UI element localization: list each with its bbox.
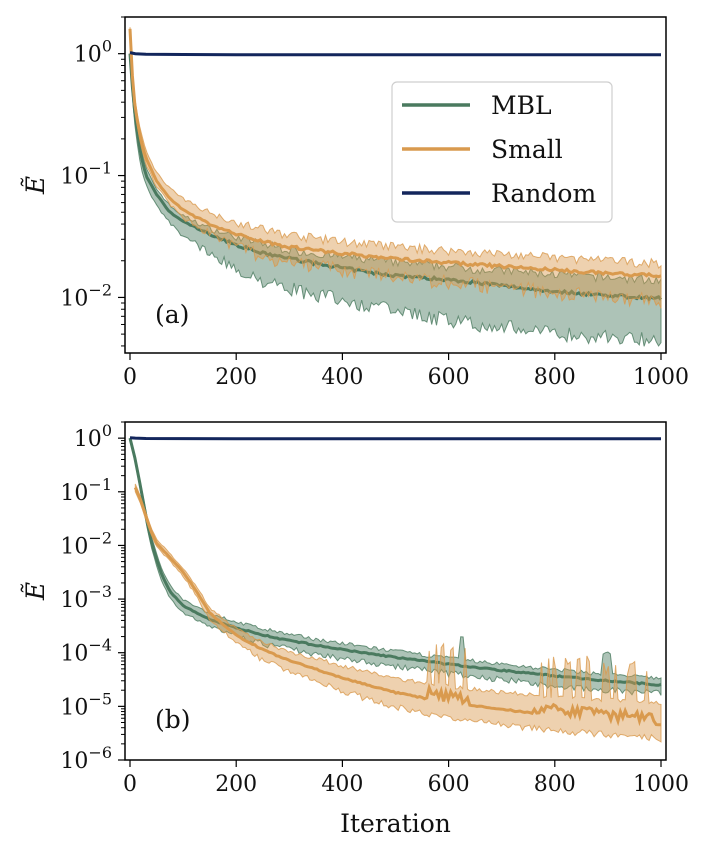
y-tick-exponent: −2 — [88, 528, 112, 547]
y-tick-exponent: 0 — [102, 37, 112, 56]
y-tick-base: 10 — [74, 427, 102, 452]
y-tick-base: 10 — [60, 165, 88, 190]
y-tick-exponent: −5 — [88, 689, 112, 708]
y-tick-base: 10 — [60, 534, 88, 559]
plot-area — [128, 27, 663, 347]
y-axis-title: Ẽ — [21, 582, 50, 601]
y-tick-label: 10−1 — [60, 159, 112, 190]
y-tick-exponent: −1 — [88, 159, 112, 178]
band-mbl — [129, 53, 662, 347]
legend: MBL Small Random — [391, 81, 613, 223]
band-small — [134, 483, 662, 743]
y-tick-label: 10−2 — [60, 528, 112, 559]
series-line-mbl — [128, 437, 662, 687]
y-tick-label: 100 — [74, 37, 112, 68]
y-tick-label: 10−6 — [60, 743, 112, 774]
x-tick-label: 200 — [215, 772, 257, 797]
y-tick-base: 10 — [60, 588, 88, 613]
x-tick-label: 1000 — [633, 772, 689, 797]
axes-frame — [124, 16, 667, 354]
y-tick-exponent: −2 — [88, 280, 112, 299]
legend-box — [391, 81, 613, 223]
band-mbl — [129, 437, 662, 696]
x-tick-label: 400 — [321, 365, 363, 390]
panel-label: (a) — [155, 300, 189, 329]
y-tick-base: 10 — [60, 642, 88, 667]
legend-label-small: Small — [491, 135, 563, 164]
y-tick-label: 100 — [74, 421, 112, 452]
y-tick-label: 10−4 — [60, 636, 112, 667]
x-tick-label: 200 — [215, 365, 257, 390]
y-tick-label: 10−5 — [60, 689, 112, 720]
y-tick-base: 10 — [60, 749, 88, 774]
x-tick-label: 0 — [123, 772, 137, 797]
y-tick-exponent: 0 — [102, 421, 112, 440]
y-tick-exponent: −6 — [88, 743, 112, 762]
y-tick-exponent: −1 — [88, 475, 112, 494]
axes-frame — [124, 421, 667, 761]
x-tick-label: 800 — [534, 365, 576, 390]
y-tick-base: 10 — [60, 286, 88, 311]
series-line-small — [133, 486, 662, 727]
panel-b-chart: 0 200 400 600 800 100010010−110−210−310−410−5… — [21, 421, 689, 838]
series-line-random — [129, 51, 661, 57]
x-tick-label: 800 — [534, 772, 576, 797]
y-tick-label: 10−3 — [60, 582, 112, 613]
x-tick-label: 400 — [321, 772, 363, 797]
y-tick-base: 10 — [60, 481, 88, 506]
legend-label-random: Random — [491, 179, 596, 208]
x-tick-label: 1000 — [633, 365, 689, 390]
y-axis-title: Ẽ — [21, 176, 50, 195]
x-tick-label: 600 — [428, 772, 470, 797]
y-tick-base: 10 — [60, 695, 88, 720]
series-line-mbl — [128, 53, 663, 302]
y-tick-base: 10 — [74, 43, 102, 68]
y-tick-exponent: −4 — [88, 636, 112, 655]
panel-label: (b) — [155, 705, 191, 734]
y-tick-label: 10−1 — [60, 475, 112, 506]
x-tick-label: 600 — [428, 365, 470, 390]
band-small — [129, 27, 662, 309]
y-tick-exponent: −3 — [88, 582, 112, 601]
series-line-random — [129, 436, 661, 441]
plot-area — [128, 436, 662, 743]
series-line-small — [128, 28, 662, 279]
y-tick-label: 10−2 — [60, 280, 112, 311]
panel-a-chart: 0 200 400 600 800 100010010−110−2Ẽ(a)MBLSmall… — [21, 16, 689, 390]
x-tick-label: 0 — [123, 365, 137, 390]
legend-label-mbl: MBL — [491, 91, 552, 120]
x-axis-title: Iteration — [340, 809, 451, 838]
